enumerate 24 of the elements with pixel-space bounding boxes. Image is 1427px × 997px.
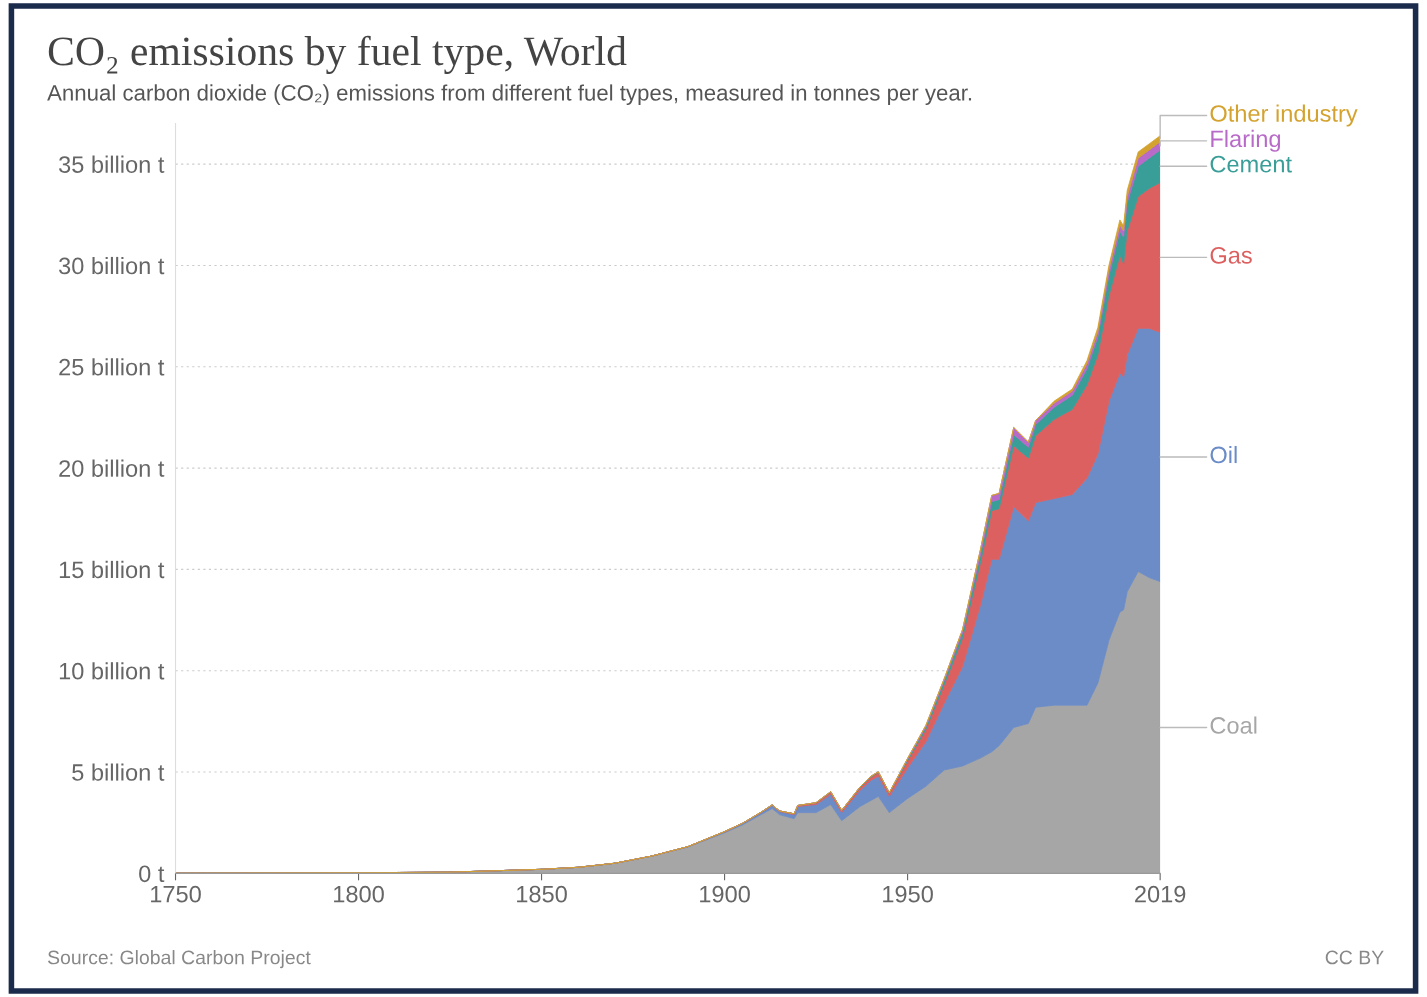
source-note: Source: Global Carbon Project	[47, 950, 311, 969]
text: Gas	[1210, 246, 1252, 264]
y-tick-label: 0 t	[139, 865, 165, 883]
y-tick-label: 25 billion t	[59, 358, 165, 376]
text: Coal	[1210, 716, 1257, 734]
x-tick-label: 1850	[517, 885, 567, 903]
y-tick-label: 30 billion t	[59, 256, 165, 275]
y-tick-label: 15 billion t	[59, 560, 165, 579]
x-tick-label: 1750	[151, 885, 201, 903]
x-tick-label: 1900	[700, 885, 750, 903]
text: Flaring	[1211, 129, 1281, 152]
chart-subtitle: Annual carbon dioxide (CO₂) emissions from different fuel types, measured in tonnes per year.	[47, 84, 972, 106]
text: Cement	[1210, 155, 1292, 173]
text: Oil	[1210, 445, 1237, 464]
text: Other industry	[1210, 104, 1358, 127]
x-tick-label: 1800	[334, 885, 384, 903]
x-tick-label: 2019	[1135, 885, 1186, 903]
text: CC BY	[1325, 950, 1384, 965]
y-tick-label: 20 billion t	[59, 459, 165, 477]
chart-title: CO₂ emissions by fuel type, World	[48, 35, 627, 74]
y-tick-label: 5 billion t	[72, 763, 165, 781]
y-tick-label: 35 billion t	[59, 155, 165, 173]
y-tick-label: 10 billion t	[59, 662, 165, 680]
x-tick-label: 1950	[883, 885, 933, 903]
